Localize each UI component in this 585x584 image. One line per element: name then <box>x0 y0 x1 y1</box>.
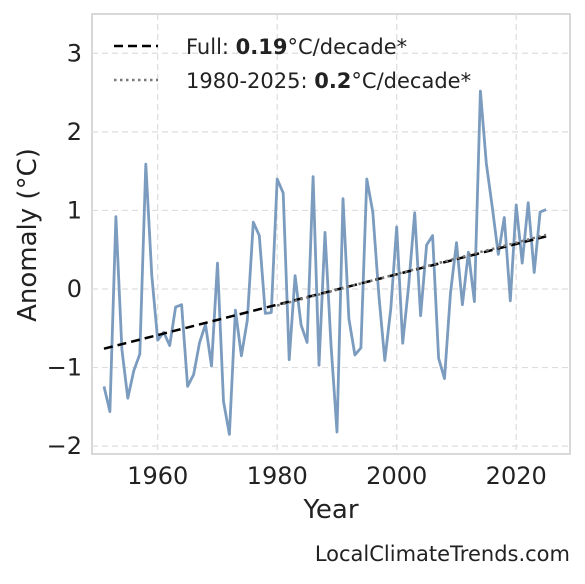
legend-label-full: Full: 0.19°C/decade* <box>186 35 407 59</box>
x-tick-label-1: 1980 <box>247 462 308 490</box>
y-axis-ticks: −2 −1 0 1 2 3 <box>47 39 82 460</box>
plot-area <box>91 13 571 455</box>
y-tick-label-3: 1 <box>67 196 82 224</box>
legend-recent-rate: 0.2 <box>314 69 351 93</box>
trend-line-recent <box>276 233 547 307</box>
legend-recent-prefix: 1980-2025: <box>186 69 314 93</box>
y-tick-label-2: 0 <box>67 275 82 303</box>
legend: Full: 0.19°C/decade* 1980-2025: 0.2°C/de… <box>114 35 471 93</box>
legend-full-prefix: Full: <box>186 35 236 59</box>
x-tick-label-3: 2020 <box>486 462 547 490</box>
y-tick-label-1: −1 <box>47 354 82 382</box>
y-tick-label-5: 3 <box>67 39 82 67</box>
series-layer <box>102 89 547 436</box>
legend-full-rate: 0.19 <box>236 35 288 59</box>
watermark-text: LocalClimateTrends.com <box>315 542 570 566</box>
x-tick-label-2: 2000 <box>366 462 427 490</box>
y-axis-label: Anomaly (°C) <box>13 148 43 322</box>
y-tick-label-0: −2 <box>47 432 82 460</box>
legend-recent-unit: °C/decade* <box>351 69 471 93</box>
x-axis-ticks: 1960 1980 2000 2020 <box>127 462 547 490</box>
anomaly-series-line-0 <box>102 89 547 436</box>
x-tick-label-0: 1960 <box>127 462 188 490</box>
legend-label-recent: 1980-2025: 0.2°C/decade* <box>186 69 471 93</box>
x-axis-label: Year <box>302 495 358 525</box>
y-tick-label-4: 2 <box>67 118 82 146</box>
legend-full-unit: °C/decade* <box>288 35 408 59</box>
trend-layer <box>103 233 547 350</box>
